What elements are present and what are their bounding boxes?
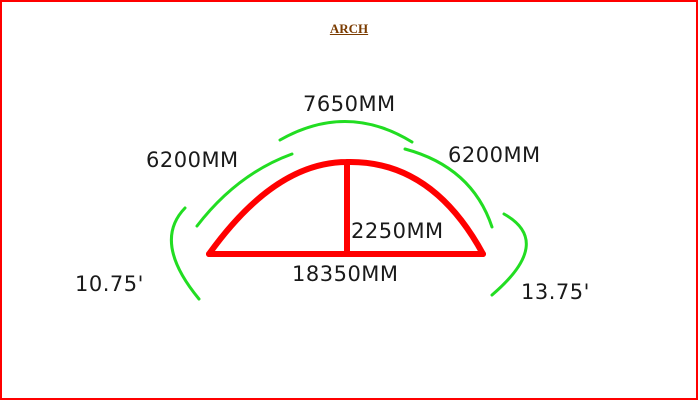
arch-shape	[206, 158, 486, 257]
lower-right-arc-label: 13.75'	[521, 280, 590, 304]
top-arc-label: 7650MM	[303, 92, 396, 116]
guide-arcs	[170, 120, 528, 301]
upper-left-guide-arc	[195, 152, 294, 228]
rise-label: 2250MM	[351, 219, 444, 243]
span-label: 18350MM	[292, 262, 399, 286]
upper-right-guide-arc	[403, 147, 494, 229]
upper-left-arc-label: 6200MM	[146, 148, 239, 172]
lower-left-guide-arc	[170, 206, 201, 301]
lower-right-guide-arc	[490, 212, 528, 297]
lower-left-arc-label: 10.75'	[75, 272, 144, 296]
top-guide-arc	[278, 120, 414, 144]
upper-right-arc-label: 6200MM	[448, 143, 541, 167]
diagram-title: ARCH	[329, 21, 369, 36]
